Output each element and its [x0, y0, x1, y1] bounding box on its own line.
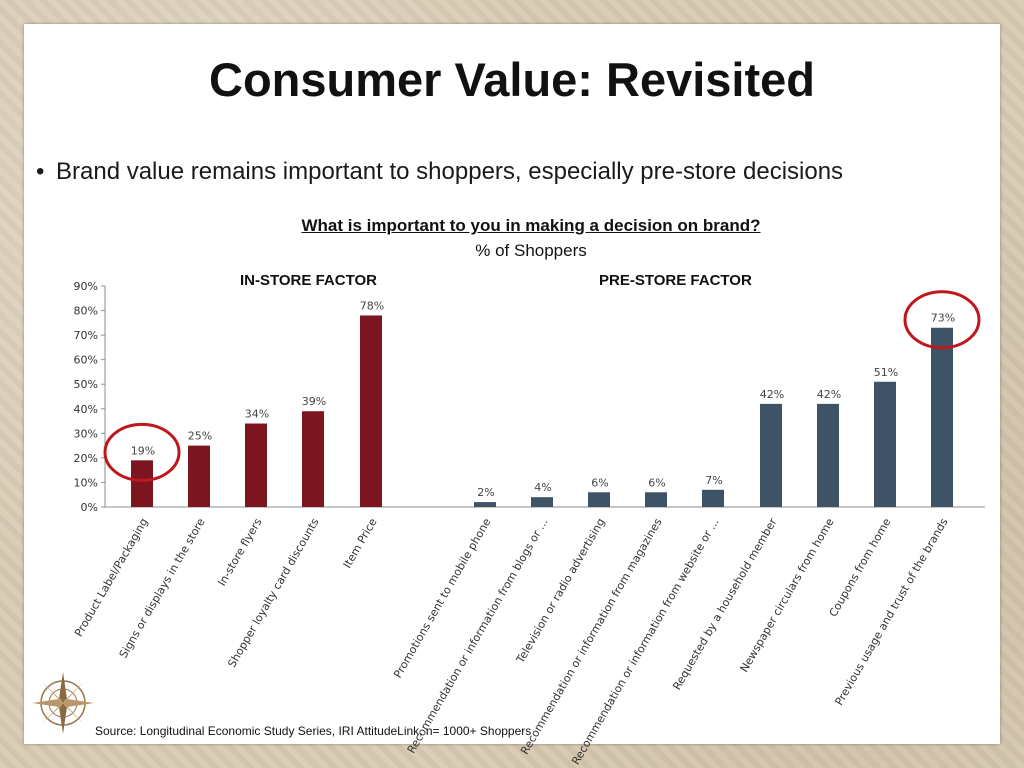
bar [874, 381, 896, 507]
bar-value-label: 6% [591, 476, 608, 489]
bar-value-label: 34% [245, 408, 269, 421]
source-note: Source: Longitudinal Economic Study Seri… [95, 724, 532, 738]
bar [531, 497, 553, 507]
bar-value-label: 25% [188, 430, 212, 443]
bar-value-label: 42% [817, 388, 841, 401]
y-tick-label: 10% [74, 476, 98, 489]
bar-value-label: 19% [131, 444, 155, 457]
category-label: Promotions sent to mobile phone [391, 516, 493, 681]
bar-value-label: 2% [477, 486, 494, 499]
bar [817, 403, 839, 507]
bar [760, 403, 782, 507]
category-label: Coupons from home [827, 516, 894, 619]
y-tick-label: 90% [74, 280, 98, 293]
bar-value-label: 4% [534, 481, 551, 494]
y-tick-label: 30% [74, 427, 98, 440]
y-tick-label: 20% [74, 452, 98, 465]
bar-value-label: 7% [705, 474, 722, 487]
bullet-text: Brand value remains important to shopper… [56, 158, 844, 185]
bar-value-label: 39% [302, 395, 326, 408]
bar [245, 423, 267, 507]
bar [188, 445, 210, 507]
highlight-circle [903, 290, 981, 350]
y-tick-label: 40% [74, 403, 98, 416]
category-label: Item Price [341, 516, 380, 571]
slide-canvas [24, 24, 1000, 744]
bar [360, 315, 382, 507]
y-tick-label: 70% [74, 329, 98, 342]
y-tick-label: 80% [74, 305, 98, 318]
bar-value-label: 78% [360, 299, 384, 312]
category-label: Newspaper circulars from home [738, 516, 837, 675]
bar-value-label: 42% [760, 388, 784, 401]
bar-value-label: 73% [931, 312, 955, 325]
bar [931, 327, 953, 507]
y-tick-label: 50% [74, 378, 98, 391]
slide-title: Consumer Value: Revisited [209, 53, 815, 106]
bar [702, 489, 724, 507]
in-store-factor-label: IN-STORE FACTOR [240, 272, 377, 289]
bar-value-label: 51% [874, 366, 898, 379]
bar [131, 460, 153, 507]
chart-subtitle: % of Shoppers [475, 241, 587, 260]
bar [645, 492, 667, 507]
bar [302, 411, 324, 507]
highlight-circle [103, 422, 181, 482]
y-tick-label: 60% [74, 354, 98, 367]
category-label: Requested by a household member [670, 516, 780, 693]
compass-rose-icon [32, 672, 94, 734]
pre-store-factor-label: PRE-STORE FACTOR [599, 272, 752, 289]
bar [588, 492, 610, 507]
bullet-marker: • [36, 158, 45, 185]
category-label: In-store flyers [215, 516, 264, 589]
bar [474, 502, 496, 507]
chart-title: What is important to you in making a dec… [301, 216, 761, 235]
y-tick-label: 0% [81, 501, 98, 514]
category-label: Previous usage and trust of the brands [832, 516, 950, 708]
bar-value-label: 6% [648, 476, 665, 489]
bullet-point: • Brand value remains important to shoppe… [36, 158, 843, 186]
